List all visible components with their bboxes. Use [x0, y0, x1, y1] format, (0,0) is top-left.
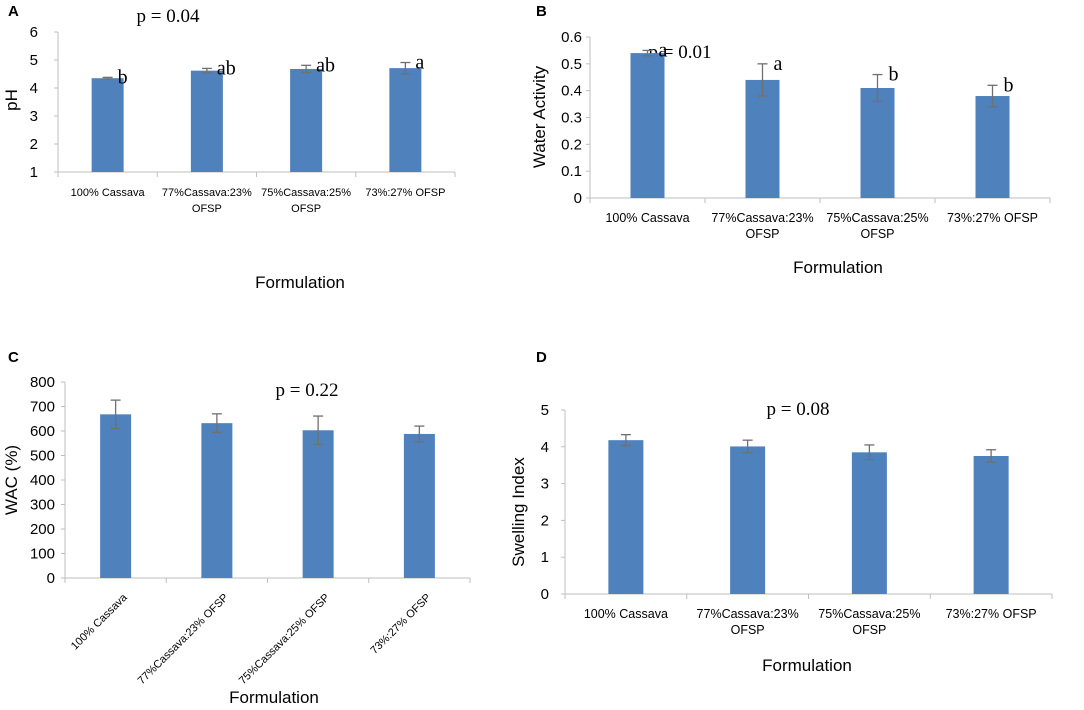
category-label: 73%:27% OFSP — [946, 607, 1037, 621]
category-label: 77%Cassava:23% OFSP — [136, 592, 231, 687]
y-axis-label-d: Swelling Index — [509, 457, 528, 567]
y-tick-label: 100 — [30, 546, 55, 563]
category-label: 73%:27% OFSP — [365, 187, 445, 199]
y-tick-label: 700 — [30, 399, 55, 416]
x-axis-label-b: Formulation — [793, 258, 883, 277]
y-axis-label-a: pH — [2, 89, 21, 111]
y-tick-label: 0 — [574, 190, 582, 207]
panel-a: A p = 0.04 pH Formulation 1 2 3 4 5 6 b 100% Ca… — [2, 3, 456, 292]
bar — [100, 414, 132, 578]
y-tick-label: 0.2 — [561, 136, 582, 153]
y-tick-label: 300 — [30, 497, 55, 514]
y-tick-label: 4 — [541, 439, 549, 456]
bar — [389, 68, 422, 172]
panel-letter-a: A — [8, 3, 19, 20]
y-tick-label: 5 — [541, 402, 549, 419]
category-label: 77%Cassava:23% OFSP — [711, 211, 813, 241]
y-tick-label: 3 — [541, 476, 549, 493]
bar — [975, 96, 1010, 198]
category-label: 100% Cassava — [605, 211, 689, 225]
bar — [201, 423, 233, 578]
bar — [745, 79, 780, 198]
plot-area-b: 0 0.1 0.2 0.3 0.4 0.5 0.6 a 100% Cassava a 77%Cass… — [561, 29, 1051, 241]
bar — [91, 78, 124, 172]
panel-c: C p = 0.22 WAC (%) Formulation 0 100 200 30… — [2, 349, 471, 707]
bar — [973, 456, 1009, 594]
y-tick-label: 0.1 — [561, 163, 582, 180]
p-value-a: p = 0.04 — [137, 6, 200, 27]
y-tick-label: 0 — [47, 570, 55, 587]
y-tick-label: 200 — [30, 521, 55, 538]
y-tick-label: 1 — [541, 549, 549, 566]
x-axis-label-d: Formulation — [762, 656, 852, 675]
category-label: 75%Cassava:25% OFSP — [826, 211, 928, 241]
bar — [302, 430, 334, 578]
y-tick-label: 2 — [30, 136, 38, 153]
significance-letter: a — [774, 53, 783, 75]
category-label: 75%Cassava:25% OFSP — [818, 607, 920, 637]
panel-letter-d: D — [536, 349, 547, 366]
x-axis-label-c: Formulation — [229, 688, 319, 707]
bar — [290, 68, 323, 172]
plot-area-c: 0 100 200 300 400 500 600 700 800 100% Cassava 77%… — [30, 374, 471, 687]
category-label: 77%Cassava:23% OFSP — [162, 187, 252, 215]
category-label: 73%:27% OFSP — [947, 211, 1038, 225]
significance-letter: b — [1004, 74, 1014, 96]
category-label: 100% Cassava — [584, 607, 668, 621]
y-axis-label-c: WAC (%) — [2, 445, 21, 515]
y-tick-label: 0.4 — [561, 83, 582, 100]
y-tick-label: 0 — [541, 586, 549, 603]
category-label: 77%Cassava:23% OFSP — [697, 607, 799, 637]
y-tick-label: 0.5 — [561, 56, 582, 73]
bar — [608, 440, 644, 594]
category-label: 75%Cassava:25% OFSP — [237, 592, 332, 687]
plot-area-d: 0 1 2 3 4 5 100% Cassava 77%Cassava:23% OFSP 75%C… — [541, 402, 1053, 637]
y-tick-label: 1 — [30, 164, 38, 181]
significance-letter: b — [889, 64, 899, 86]
bar — [730, 446, 766, 594]
y-tick-label: 4 — [30, 80, 38, 97]
significance-letter: a — [659, 39, 668, 61]
y-tick-label: 500 — [30, 448, 55, 465]
category-label: 100% Cassava — [69, 591, 130, 652]
p-value-c: p = 0.22 — [276, 380, 339, 401]
y-tick-label: 6 — [30, 24, 38, 41]
panel-d: D p = 0.08 Swelling Index Formulation 0 1… — [509, 349, 1053, 675]
significance-letter: ab — [217, 57, 236, 79]
bar — [851, 452, 887, 594]
bar — [630, 53, 665, 198]
p-value-d: p = 0.08 — [767, 399, 830, 420]
y-tick-label: 400 — [30, 472, 55, 489]
significance-letter: ab — [316, 54, 335, 76]
bar — [860, 87, 895, 198]
y-tick-label: 2 — [541, 512, 549, 529]
significance-letter: b — [118, 66, 128, 88]
x-axis-label-a: Formulation — [255, 273, 345, 292]
y-tick-label: 3 — [30, 108, 38, 125]
plot-area-a: 1 2 3 4 5 6 b 100% Cassava ab 77%Cassava:23% OFSP a… — [30, 24, 456, 215]
y-tick-label: 600 — [30, 423, 55, 440]
y-tick-label: 800 — [30, 374, 55, 391]
y-tick-label: 5 — [30, 52, 38, 69]
y-tick-label: 0.6 — [561, 29, 582, 46]
significance-letter: a — [415, 52, 424, 74]
y-tick-label: 0.3 — [561, 110, 582, 127]
category-label: 73%:27% OFSP — [368, 592, 433, 657]
category-label: 75%Cassava:25% OFSP — [261, 187, 351, 215]
panel-letter-b: B — [536, 3, 547, 20]
panel-letter-c: C — [8, 349, 19, 366]
category-label: 100% Cassava — [71, 187, 146, 199]
bar — [403, 433, 435, 578]
bar — [190, 70, 223, 172]
panel-b: B p = 0.01 Water Activity Formulation 00… — [530, 3, 1051, 277]
y-axis-label-b: Water Activity — [530, 65, 549, 168]
